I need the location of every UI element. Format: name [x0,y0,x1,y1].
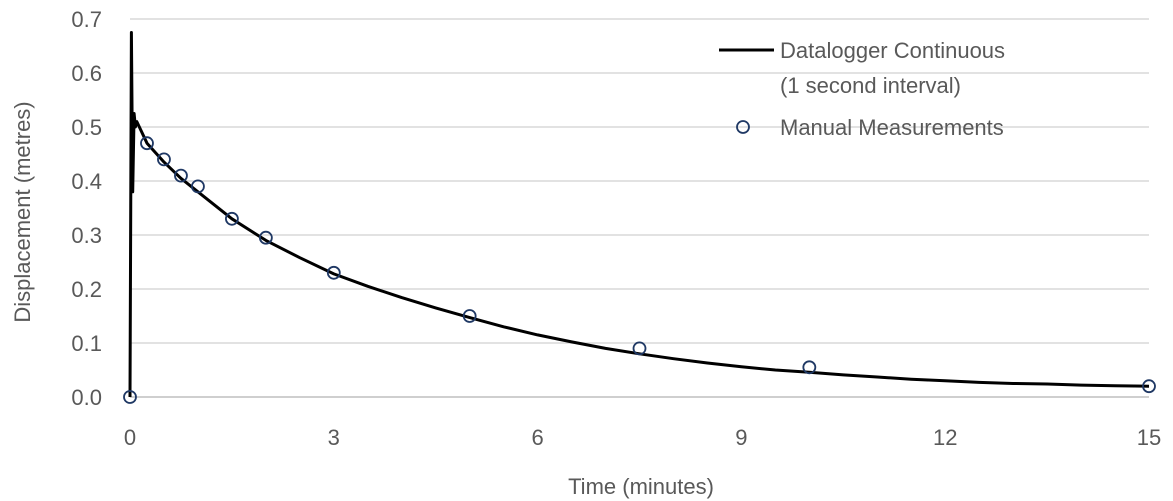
legend-label-datalogger: Datalogger Continuous [780,38,1005,63]
data-point-manual [140,136,154,151]
y-tick-label: 0.2 [71,277,102,302]
data-point-manual [802,360,817,375]
series-line-datalogger [128,31,1150,398]
y-axis-ticks: 0.0 0.1 0.2 0.3 0.4 0.5 0.6 0.7 [71,7,102,410]
y-tick-label: 0.4 [71,169,102,194]
data-point-manual [632,341,647,356]
y-axis-title: Displacement (metres) [10,101,35,322]
data-point-manual [1142,379,1156,394]
legend-marker-swatch [736,120,750,134]
x-tick-label: 0 [124,425,136,450]
x-axis-ticks: 0 3 6 9 12 15 [124,425,1161,450]
data-point-manual [157,152,171,167]
legend-label-manual: Manual Measurements [780,115,1004,140]
y-tick-label: 0.1 [71,331,102,356]
data-point-manual [326,265,341,280]
gridlines [130,18,1149,398]
data-point-manual [191,179,205,194]
x-tick-label: 6 [531,425,543,450]
y-tick-label: 0.7 [71,7,102,32]
y-tick-label: 0.0 [71,385,102,410]
x-tick-label: 15 [1137,425,1161,450]
legend-label-datalogger-interval: (1 second interval) [780,73,961,98]
legend: Datalogger Continuous (1 second interval… [719,38,1005,140]
plot-area [123,31,1156,404]
y-tick-label: 0.6 [71,61,102,86]
y-tick-label: 0.5 [71,115,102,140]
x-axis-title: Time (minutes) [568,474,714,499]
x-tick-label: 3 [328,425,340,450]
x-tick-label: 12 [933,425,957,450]
y-tick-label: 0.3 [71,223,102,248]
data-point-manual [224,211,239,226]
data-point-manual [174,168,188,183]
data-point-manual [462,309,477,323]
x-tick-label: 9 [735,425,747,450]
data-point-manual [123,390,137,404]
data-point-manual [258,230,273,245]
